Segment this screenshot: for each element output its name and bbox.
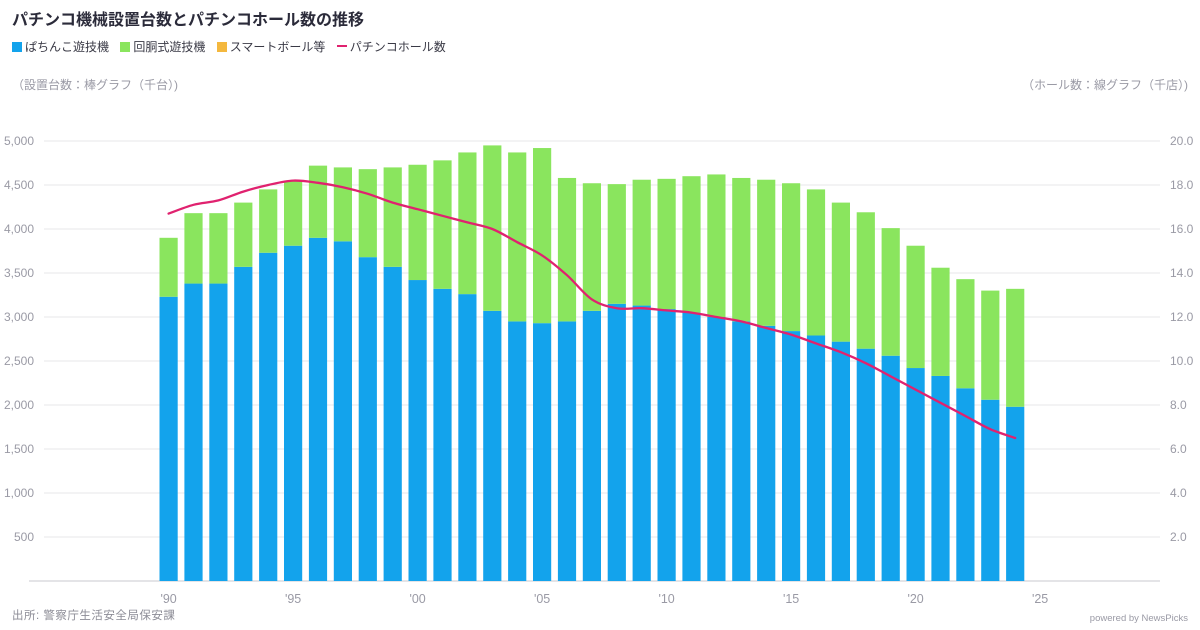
svg-text:10.0: 10.0	[1170, 354, 1194, 368]
svg-text:3,500: 3,500	[4, 266, 34, 280]
svg-text:500: 500	[14, 530, 34, 544]
svg-text:16.0: 16.0	[1170, 222, 1194, 236]
svg-text:5,000: 5,000	[4, 134, 34, 148]
svg-text:'20: '20	[907, 592, 923, 606]
svg-text:4,500: 4,500	[4, 178, 34, 192]
svg-text:1,500: 1,500	[4, 442, 34, 456]
svg-text:20.0: 20.0	[1170, 134, 1194, 148]
svg-text:4,000: 4,000	[4, 222, 34, 236]
svg-text:'00: '00	[409, 592, 425, 606]
svg-text:'95: '95	[285, 592, 301, 606]
svg-text:'25: '25	[1032, 592, 1048, 606]
svg-text:14.0: 14.0	[1170, 266, 1194, 280]
svg-text:1,000: 1,000	[4, 486, 34, 500]
svg-text:'05: '05	[534, 592, 550, 606]
svg-text:2.0: 2.0	[1170, 530, 1187, 544]
svg-text:2,000: 2,000	[4, 398, 34, 412]
svg-text:8.0: 8.0	[1170, 398, 1187, 412]
svg-text:'15: '15	[783, 592, 799, 606]
svg-text:2,500: 2,500	[4, 354, 34, 368]
svg-text:3,000: 3,000	[4, 310, 34, 324]
svg-text:'90: '90	[160, 592, 176, 606]
svg-text:4.0: 4.0	[1170, 486, 1187, 500]
svg-text:18.0: 18.0	[1170, 178, 1194, 192]
svg-text:12.0: 12.0	[1170, 310, 1194, 324]
svg-text:6.0: 6.0	[1170, 442, 1187, 456]
svg-text:'10: '10	[658, 592, 674, 606]
